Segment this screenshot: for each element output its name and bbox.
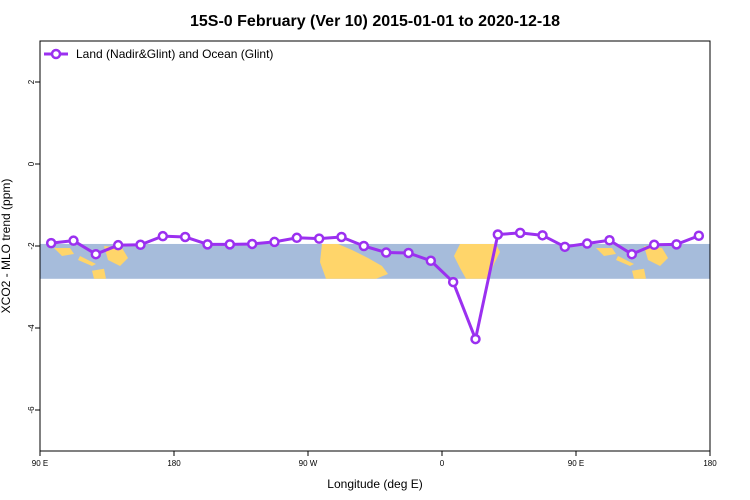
data-point bbox=[45, 237, 57, 249]
data-point bbox=[313, 233, 325, 244]
data-point bbox=[581, 238, 593, 249]
land-shape bbox=[632, 268, 646, 279]
data-point bbox=[358, 240, 370, 252]
land-shape bbox=[104, 245, 128, 266]
x-axis: 90 E 180 90 W 0 90 E 180 bbox=[32, 451, 717, 468]
x-tick-label: 180 bbox=[167, 459, 181, 468]
data-point bbox=[380, 247, 392, 258]
legend-label: Land (Nadir&Glint) and Ocean (Glint) bbox=[76, 47, 273, 61]
land-shape bbox=[454, 243, 500, 279]
data-point bbox=[514, 227, 526, 239]
data-point bbox=[68, 235, 79, 246]
y-tick-label: -2 bbox=[27, 242, 36, 250]
land-shape bbox=[320, 243, 388, 279]
data-point bbox=[693, 230, 705, 241]
x-tick-label: 180 bbox=[703, 459, 717, 468]
land-shape bbox=[644, 245, 668, 266]
data-point bbox=[626, 248, 638, 260]
data-point bbox=[604, 235, 615, 246]
data-point bbox=[224, 239, 236, 250]
data-point bbox=[202, 239, 213, 250]
data-point bbox=[425, 255, 437, 267]
land-shape bbox=[596, 247, 616, 256]
y-tick-label: -6 bbox=[27, 406, 36, 414]
x-tick-label: 90 E bbox=[568, 459, 584, 468]
data-point bbox=[269, 236, 280, 248]
y-tick-label: 2 bbox=[27, 79, 36, 84]
data-point bbox=[537, 230, 548, 241]
data-point bbox=[135, 239, 146, 251]
data-point bbox=[447, 276, 459, 288]
data-point bbox=[90, 248, 102, 260]
data-point bbox=[112, 239, 124, 251]
data-point bbox=[179, 231, 191, 243]
data-point bbox=[336, 231, 347, 243]
data-point bbox=[291, 232, 303, 244]
chart-title: 15S-0 February (Ver 10) 2015-01-01 to 20… bbox=[190, 13, 560, 30]
x-axis-label: Longitude (deg E) bbox=[327, 477, 422, 491]
land-shape bbox=[92, 268, 106, 279]
legend: Land (Nadir&Glint) and Ocean (Glint) bbox=[44, 47, 273, 61]
data-point bbox=[157, 230, 169, 242]
data-point bbox=[246, 238, 258, 250]
x-tick-label: 0 bbox=[440, 459, 445, 468]
x-tick-label: 90 W bbox=[299, 459, 318, 468]
x-tick-label: 90 E bbox=[32, 459, 48, 468]
data-point bbox=[492, 229, 504, 240]
y-axis: 2 0 -2 -4 -6 bbox=[27, 79, 40, 414]
land-shape bbox=[616, 255, 634, 266]
series-layer bbox=[45, 227, 705, 345]
legend-marker bbox=[50, 48, 62, 60]
y-axis-label: XCO2 - MLO trend (ppm) bbox=[0, 179, 13, 314]
land-shape bbox=[78, 255, 96, 266]
data-point bbox=[648, 239, 660, 251]
data-point bbox=[671, 239, 682, 250]
y-tick-label: 0 bbox=[27, 161, 36, 166]
data-point bbox=[403, 247, 414, 259]
data-point bbox=[559, 241, 571, 253]
data-point bbox=[470, 333, 481, 345]
y-tick-label: -4 bbox=[27, 324, 36, 332]
land-shape bbox=[54, 247, 74, 256]
